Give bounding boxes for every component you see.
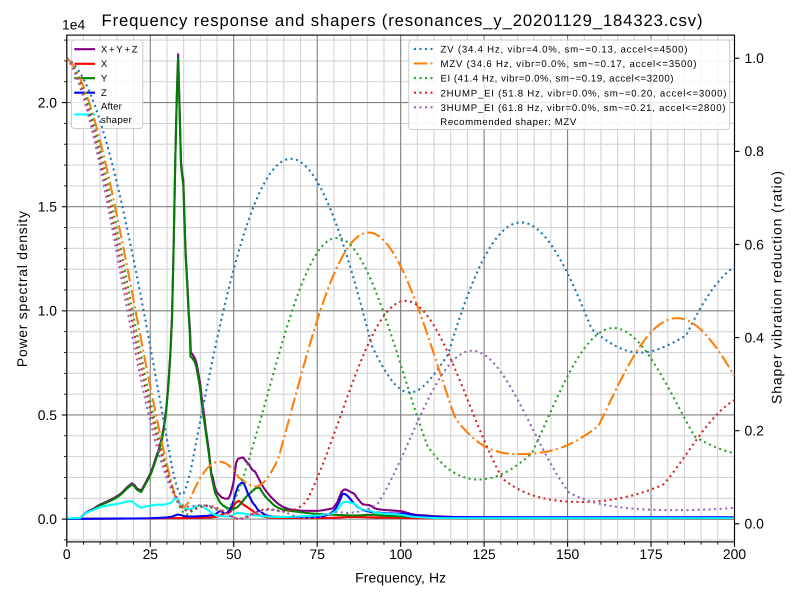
svg-text:100: 100 (389, 546, 412, 562)
svg-text:200: 200 (723, 546, 746, 562)
svg-text:2HUMP_EI (51.8 Hz, vibr=0.0%,: 2HUMP_EI (51.8 Hz, vibr=0.0%, sm~=0.20, … (441, 88, 727, 99)
svg-text:ZV (34.4 Hz, vibr=4.0%, sm~=0.: ZV (34.4 Hz, vibr=4.0%, sm~=0.13, accel<… (441, 45, 688, 56)
svg-text:1.0: 1.0 (38, 303, 58, 319)
svg-text:X: X (101, 59, 108, 70)
svg-text:0.0: 0.0 (38, 511, 58, 527)
svg-text:Z: Z (101, 88, 107, 99)
svg-text:1e4: 1e4 (62, 17, 85, 33)
svg-text:Frequency response and shapers: Frequency response and shapers (resonanc… (102, 11, 703, 30)
svg-text:X+Y+Z: X+Y+Z (101, 45, 138, 56)
svg-text:125: 125 (473, 546, 496, 562)
svg-text:1.5: 1.5 (38, 199, 58, 215)
svg-text:0.2: 0.2 (745, 423, 765, 439)
svg-text:1.0: 1.0 (745, 50, 765, 66)
svg-text:2.0: 2.0 (38, 94, 58, 110)
svg-text:0.4: 0.4 (745, 329, 765, 345)
svg-text:0.0: 0.0 (745, 516, 765, 532)
svg-text:Y: Y (101, 74, 108, 85)
svg-text:25: 25 (143, 546, 159, 562)
svg-text:Power spectral density: Power spectral density (14, 211, 30, 367)
svg-text:0.6: 0.6 (745, 236, 765, 252)
svg-text:0: 0 (63, 546, 71, 562)
svg-text:150: 150 (556, 546, 579, 562)
svg-text:MZV (34.6 Hz, vibr=0.0%, sm~=0: MZV (34.6 Hz, vibr=0.0%, sm~=0.17, accel… (441, 59, 697, 70)
svg-text:Shaper vibration reduction (ra: Shaper vibration reduction (ratio) (769, 171, 785, 404)
svg-text:shaper: shaper (101, 115, 133, 126)
svg-text:175: 175 (639, 546, 662, 562)
svg-text:75: 75 (309, 546, 325, 562)
svg-text:3HUMP_EI (61.8 Hz, vibr=0.0%,: 3HUMP_EI (61.8 Hz, vibr=0.0%, sm~=0.21, … (441, 103, 726, 114)
svg-text:0.5: 0.5 (38, 407, 58, 423)
svg-text:0.8: 0.8 (745, 143, 765, 159)
svg-text:Frequency, Hz: Frequency, Hz (355, 570, 446, 586)
svg-text:After: After (101, 102, 123, 113)
svg-text:50: 50 (226, 546, 242, 562)
svg-text:Recommended shaper: MZV: Recommended shaper: MZV (440, 117, 577, 128)
svg-text:EI (41.4 Hz, vibr=0.0%, sm~=0.: EI (41.4 Hz, vibr=0.0%, sm~=0.19, accel<… (441, 74, 674, 85)
